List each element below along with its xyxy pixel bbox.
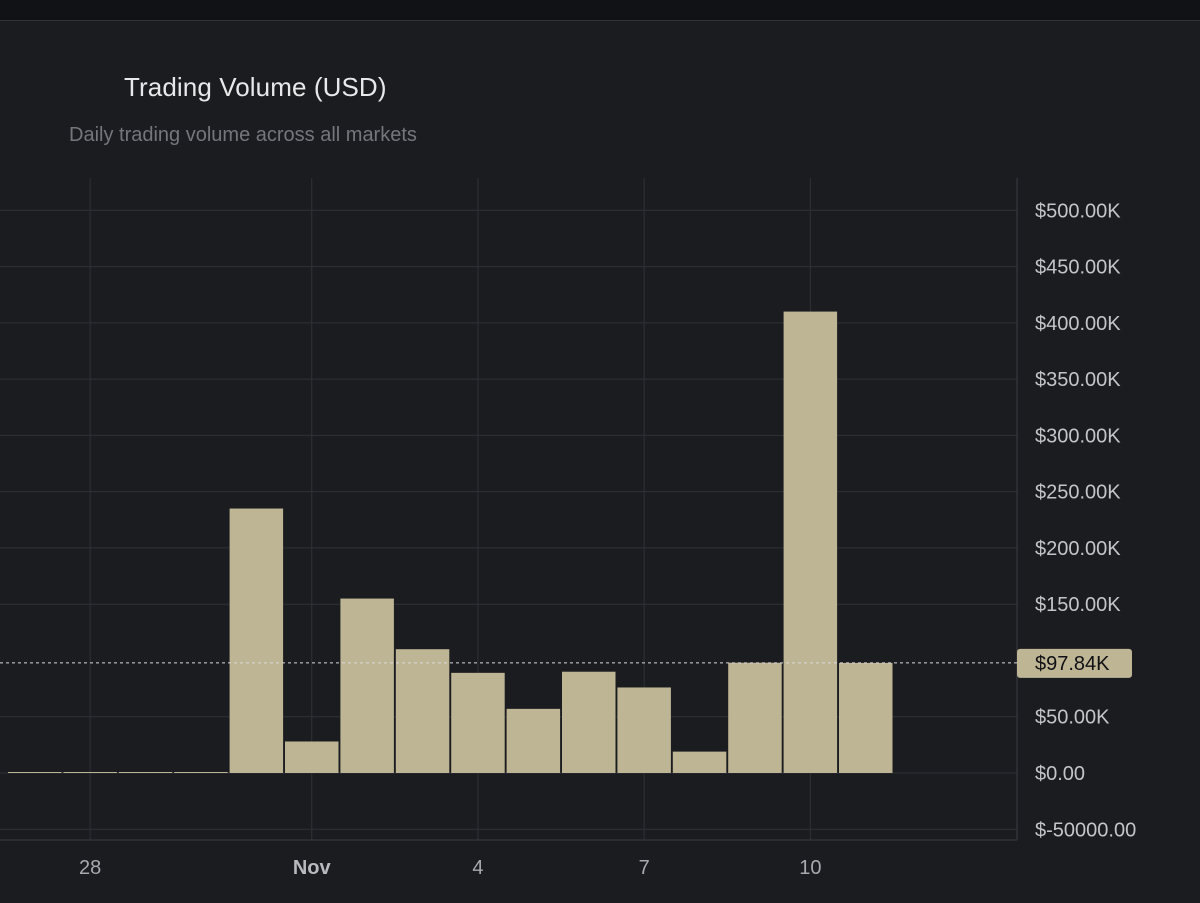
top-bar [0,0,1200,21]
bars [8,311,893,773]
last-value-label: $97.84K [1035,653,1110,675]
grid-lines [0,178,1018,841]
bar-oct-30 [174,772,228,773]
bar-nov-7 [617,687,671,773]
y-tick-label: $400.00K [1035,313,1121,335]
y-tick-label: $350.00K [1035,369,1121,391]
y-tick-label: $450.00K [1035,257,1121,279]
x-tick-label: Nov [293,857,332,879]
bar-oct-27 [8,772,62,773]
bar-nov-3 [395,649,450,773]
y-axis: $500.00K $450.00K $400.00K $350.00K $300.00K… [1035,200,1136,841]
x-axis: 28 Nov 4 7 10 [79,857,821,879]
bar-nov-1 [285,741,339,773]
y-tick-label: $250.00K [1035,482,1121,504]
x-tick-label: 4 [472,857,483,879]
bar-nov-9 [728,662,782,773]
bar-nov-4 [451,672,505,773]
y-tick-label: $150.00K [1035,594,1121,616]
bar-nov-10 [783,311,838,773]
x-tick-label: 28 [79,857,101,879]
last-value-marker: $97.84K [0,648,1132,678]
x-tick-label: 10 [799,857,821,879]
y-tick-label: $-50000.00 [1035,819,1136,841]
y-tick-label: $300.00K [1035,425,1121,447]
bar-nov-2 [340,598,394,773]
chart-subtitle: Daily trading volume across all markets [69,124,417,146]
bar-oct-29 [118,772,173,773]
bar-nov-6 [562,671,616,773]
y-tick-label: $0.00 [1035,763,1085,785]
bar-oct-31 [229,508,284,773]
bar-nov-5 [506,708,561,773]
y-tick-label: $200.00K [1035,538,1121,560]
y-tick-label: $500.00K [1035,200,1121,222]
bar-oct-28 [63,772,117,773]
y-tick-label: $50.00K [1035,707,1110,729]
bar-nov-8 [672,751,727,773]
last-value-label-bg [1017,648,1132,678]
chart-title: Trading Volume (USD) [124,72,387,102]
bar-nov-11 [839,662,893,773]
x-tick-label: 7 [639,857,650,879]
